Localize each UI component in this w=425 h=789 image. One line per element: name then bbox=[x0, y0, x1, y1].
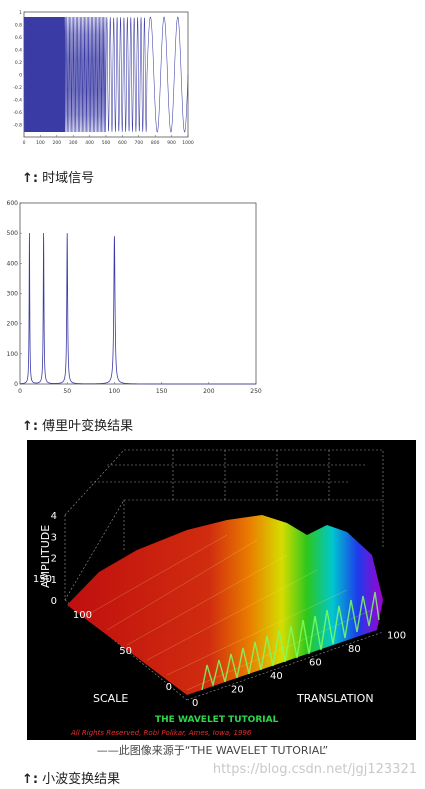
x-tick-label: 900 bbox=[167, 140, 176, 146]
translation-tick-label: 40 bbox=[270, 671, 283, 682]
scale-tick-label: 100 bbox=[73, 610, 92, 621]
x-tick-label: 250 bbox=[250, 388, 262, 395]
scale-ticks: 0 50 100 150 bbox=[33, 574, 172, 693]
translation-tick-label: 60 bbox=[309, 658, 322, 669]
amplitude-axis-label: AMPLITUDE bbox=[39, 525, 52, 588]
fourier-spectrum-line bbox=[19, 232, 256, 385]
x-tick-label: 300 bbox=[69, 140, 78, 146]
y-tick-label: 1 bbox=[19, 10, 22, 16]
y-tick-label: -0.2 bbox=[13, 85, 22, 91]
time-signal-line bbox=[23, 16, 189, 133]
x-tick-label: 0 bbox=[18, 388, 22, 395]
scale-tick-label: 50 bbox=[119, 646, 132, 657]
x-tick-label: 600 bbox=[118, 140, 127, 146]
wavelet-caption: ↑: 小波变换结果 bbox=[22, 768, 120, 787]
fourier-caption-text: 傅里叶变换结果 bbox=[42, 419, 134, 434]
time-caption: ↑: 时域信号 bbox=[22, 167, 94, 186]
amplitude-tick-label: 2 bbox=[51, 554, 57, 565]
y-tick-label: -0.8 bbox=[13, 123, 22, 129]
x-tick-label: 150 bbox=[156, 388, 168, 395]
time-caption-text: 时域信号 bbox=[42, 171, 95, 186]
y-tick-label: 400 bbox=[7, 260, 19, 267]
x-tick-label: 50 bbox=[63, 388, 71, 395]
x-tick-label: 100 bbox=[36, 140, 45, 146]
fourier-y-ticks: 0 100 200 300 400 500 600 bbox=[7, 200, 22, 388]
image-source-note: ——此图像来源于“THE WAVELET TUTORIAL” bbox=[96, 744, 329, 757]
fourier-caption: ↑: 傅里叶变换结果 bbox=[22, 415, 133, 434]
caption-arrow: ↑: bbox=[22, 419, 39, 434]
fourier-chart: 0 100 200 300 400 500 600 0 50 100 150 200 250 bbox=[7, 200, 262, 395]
amplitude-tick-label: 4 bbox=[51, 511, 57, 522]
amplitude-tick-label: 1 bbox=[51, 575, 57, 586]
translation-tick-label: 0 bbox=[192, 698, 198, 709]
y-tick-label: 0 bbox=[14, 381, 18, 388]
translation-tick-label: 80 bbox=[348, 644, 361, 655]
y-tick-label: 0 bbox=[19, 73, 22, 79]
wavelet-caption-text: 小波变换结果 bbox=[42, 772, 121, 787]
y-tick-label: -0.6 bbox=[13, 110, 22, 116]
caption-arrow: ↑: bbox=[22, 772, 39, 787]
fourier-plot-frame bbox=[19, 202, 257, 385]
x-tick-label: 1000 bbox=[182, 140, 194, 146]
caption-arrow: ↑: bbox=[22, 171, 39, 186]
y-tick-label: 200 bbox=[7, 321, 19, 328]
wavelet-tutorial-title: THE WAVELET TUTORIAL bbox=[155, 715, 279, 725]
x-tick-label: 800 bbox=[151, 140, 160, 146]
wavelet-surface bbox=[67, 515, 383, 695]
scale-tick-label: 0 bbox=[166, 682, 172, 693]
wavelet-grid bbox=[64, 449, 384, 701]
translation-tick-label: 100 bbox=[387, 631, 406, 642]
y-tick-label: 500 bbox=[7, 230, 19, 237]
scale-tick-label: 150 bbox=[33, 574, 52, 585]
y-tick-label: 100 bbox=[7, 351, 19, 358]
translation-ticks: 0 20 40 60 80 100 bbox=[192, 631, 406, 710]
x-tick-label: 0 bbox=[23, 140, 26, 146]
wavelet-credit: All Rights Reserved, Robi Polikar, Ames,… bbox=[70, 729, 252, 737]
amplitude-tick-label: 0 bbox=[51, 596, 57, 607]
x-tick-label: 700 bbox=[135, 140, 144, 146]
y-tick-label: -0.4 bbox=[13, 98, 22, 104]
y-tick-label: 0.2 bbox=[15, 60, 22, 66]
wavelet-surface-chart: 0 1 2 3 4 0 50 100 150 0 20 40 60 80 100 AMPLITUDE S… bbox=[27, 440, 416, 740]
time-x-ticks: 0 100 200 300 400 500 600 700 800 900 1000 bbox=[23, 135, 194, 146]
x-tick-label: 100 bbox=[109, 388, 121, 395]
translation-axis-label: TRANSLATION bbox=[296, 692, 374, 705]
x-tick-label: 500 bbox=[102, 140, 111, 146]
time-signal-chart: -0.8 -0.6 -0.4 -0.2 0 0.2 0.4 0.6 0.8 1 0 100 200 30… bbox=[13, 10, 194, 146]
amplitude-tick-label: 3 bbox=[51, 532, 57, 543]
fourier-x-ticks: 0 50 100 150 200 250 bbox=[18, 382, 262, 395]
y-tick-label: 0.6 bbox=[15, 35, 22, 41]
y-tick-label: 0.8 bbox=[15, 23, 22, 29]
y-tick-label: 600 bbox=[7, 200, 19, 207]
wavelet-surface-ridges bbox=[201, 591, 380, 691]
amplitude-ticks: 0 1 2 3 4 bbox=[51, 511, 57, 607]
y-tick-label: 0.4 bbox=[15, 48, 22, 54]
csdn-watermark: https://blog.csdn.net/jgj123321 bbox=[212, 762, 417, 777]
time-y-ticks: -0.8 -0.6 -0.4 -0.2 0 0.2 0.4 0.6 0.8 1 bbox=[13, 10, 26, 129]
translation-tick-label: 20 bbox=[231, 685, 244, 696]
x-tick-label: 200 bbox=[203, 388, 215, 395]
wavelet-surface-mesh bbox=[86, 534, 373, 691]
scale-axis-label: SCALE bbox=[93, 692, 128, 705]
y-tick-label: 300 bbox=[7, 291, 19, 298]
x-tick-label: 400 bbox=[85, 140, 94, 146]
x-tick-label: 200 bbox=[53, 140, 62, 146]
